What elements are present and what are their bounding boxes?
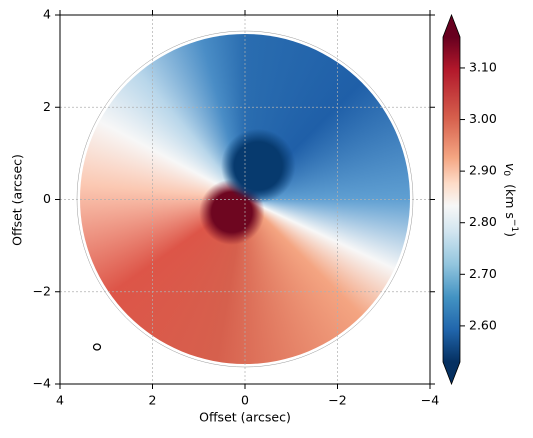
colorbar-tick-label: 2.70 [469,266,497,281]
x-tick-label: −2 [328,393,346,408]
cb-subscript: 0 [502,170,512,176]
x-tick-label: −4 [421,393,439,408]
x-tick-label: 0 [241,393,249,408]
y-tick-label: 2 [43,99,51,114]
colorbar-tick-label: 3.10 [469,59,497,74]
x-tick-label: 2 [149,393,157,408]
y-axis-label: Offset (arcsec) [10,154,25,246]
colorbar-frame [442,13,461,386]
colorbar-tick-label: 2.60 [469,317,497,332]
beam [92,343,102,351]
colorbar-tick-label: 2.80 [469,214,497,229]
cb-exponent: −1 [510,219,520,232]
colorbar-tick-label: 2.90 [469,163,497,178]
colorbar-extend-top [443,15,460,37]
colorbar-label: v0 (km s−1) [502,163,520,237]
y-tick-label: 0 [43,191,51,206]
colorbar [443,37,460,362]
colorbar-extend-bottom [443,362,460,384]
y-tick-label: −4 [33,376,51,391]
cb-close: ) [504,232,519,237]
y-tick-label: 4 [43,7,51,22]
x-tick-label: 4 [56,393,64,408]
colorbar-tick-label: 3.00 [469,111,497,126]
y-tick-label: −2 [33,283,51,298]
plot-frame [59,14,431,385]
x-axis-label: Offset (arcsec) [199,410,291,425]
cb-symbol: v [504,163,519,171]
cb-unit: (km s [504,184,519,219]
